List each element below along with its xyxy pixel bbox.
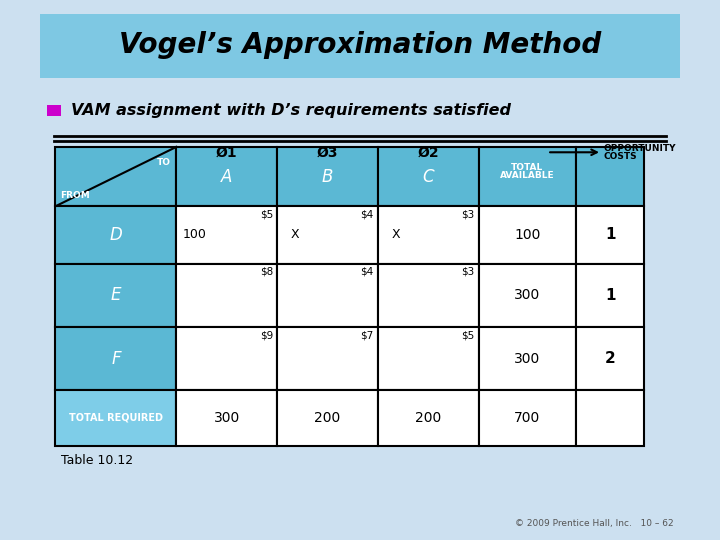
Text: 1: 1 [605,288,616,303]
Bar [277,206,378,264]
Text: $3: $3 [462,210,474,220]
Text: 300: 300 [514,352,541,366]
Bar [378,327,479,390]
Bar [479,147,576,206]
Bar [576,327,644,390]
Bar [378,390,479,445]
Text: FROM: FROM [60,191,89,200]
Bar [176,147,277,206]
Text: 200: 200 [315,411,341,425]
Text: $5: $5 [260,210,273,220]
Bar [176,264,277,327]
Bar [479,390,576,445]
Text: Table 10.12: Table 10.12 [61,454,133,467]
Text: $4: $4 [361,210,374,220]
Text: B: B [322,167,333,186]
Bar [277,390,378,445]
Text: TO: TO [157,158,171,167]
Bar [55,264,176,327]
Bar [576,206,644,264]
Text: 2: 2 [605,352,616,366]
Text: VAM assignment with D’s requirements satisfied: VAM assignment with D’s requirements sat… [71,103,510,118]
Text: Vogel’s Approximation Method: Vogel’s Approximation Method [119,31,601,59]
Text: X: X [392,228,400,241]
Bar [378,147,479,206]
Text: A: A [221,167,233,186]
Text: TOTAL: TOTAL [511,163,544,172]
Text: 100: 100 [514,228,541,242]
Bar [277,147,378,206]
Text: X: X [291,228,300,241]
Bar [55,206,176,264]
Bar [277,327,378,390]
Text: E: E [111,286,121,305]
Text: 1: 1 [605,227,616,242]
Bar [55,390,176,445]
Bar [47,105,61,116]
Bar [576,264,644,327]
Text: $4: $4 [361,267,374,277]
Text: AVAILABLE: AVAILABLE [500,171,554,180]
Bar [176,206,277,264]
Text: Ø2: Ø2 [418,145,439,159]
Text: F: F [111,350,121,368]
Text: Ø3: Ø3 [317,145,338,159]
Bar [479,264,576,327]
Text: 700: 700 [514,411,541,425]
Bar [55,327,176,390]
Bar [176,390,277,445]
Text: OPPORTUNITY: OPPORTUNITY [603,144,676,153]
Text: © 2009 Prentice Hall, Inc.   10 – 62: © 2009 Prentice Hall, Inc. 10 – 62 [515,519,673,528]
Text: $5: $5 [462,330,474,341]
Bar [55,147,176,206]
Bar [479,206,576,264]
Bar [576,390,644,445]
Bar [40,14,680,78]
Text: 100: 100 [182,228,207,241]
Bar [277,264,378,327]
Text: C: C [423,167,434,186]
Text: $8: $8 [260,267,273,277]
Text: $9: $9 [260,330,273,341]
Text: Ø1: Ø1 [216,145,238,159]
Text: $7: $7 [361,330,374,341]
Text: 200: 200 [415,411,441,425]
Text: $3: $3 [462,267,474,277]
Bar [576,147,644,206]
Bar [378,206,479,264]
Bar [176,327,277,390]
Text: TOTAL REQUIRED: TOTAL REQUIRED [69,413,163,423]
Bar [479,327,576,390]
Text: COSTS: COSTS [603,152,637,160]
Text: 300: 300 [214,411,240,425]
Bar [378,264,479,327]
Text: 300: 300 [514,288,541,302]
Text: D: D [109,226,122,244]
